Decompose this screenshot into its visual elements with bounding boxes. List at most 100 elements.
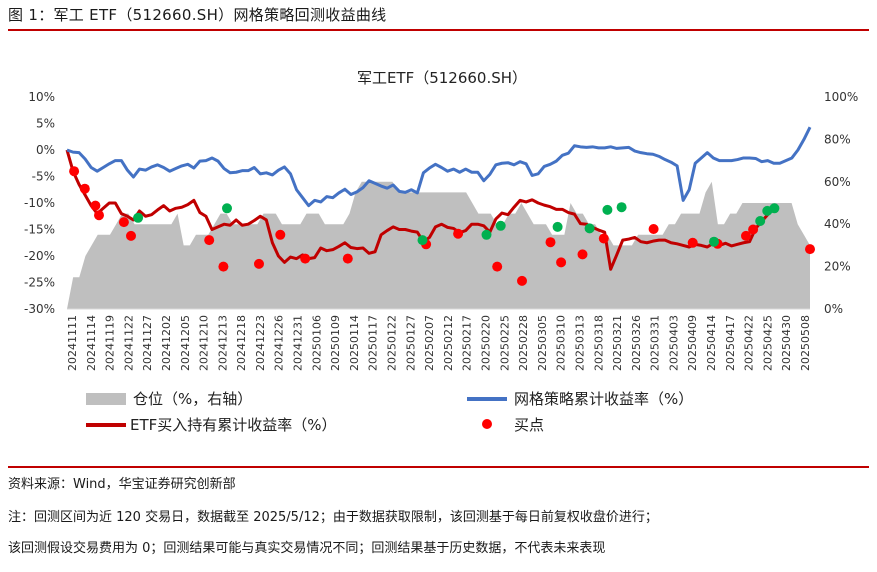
x-tick-label: 20250508 <box>799 315 812 371</box>
x-tick-label: 20250106 <box>310 315 323 371</box>
x-tick-label: 20241119 <box>104 315 117 371</box>
buy-point <box>687 237 698 248</box>
x-tick-label: 20250331 <box>649 315 662 371</box>
x-tick-label: 20241202 <box>160 315 173 371</box>
position-area-layer <box>67 181 810 309</box>
y-left-tick-label: 0% <box>36 143 55 157</box>
y-right-tick-label: 60% <box>824 175 851 189</box>
legend-swatch-position <box>86 393 126 405</box>
x-tick-label: 20250217 <box>461 315 474 371</box>
bottom-rule <box>8 466 869 468</box>
x-tick-label: 20250321 <box>611 315 624 371</box>
buy-point <box>275 229 286 240</box>
x-tick-label: 20241231 <box>292 315 305 371</box>
buy-point <box>218 261 229 272</box>
y-left-tick-label: -5% <box>32 170 55 184</box>
x-tick-label: 20250127 <box>404 315 417 371</box>
buy-point <box>300 253 311 264</box>
buy-point <box>517 275 527 286</box>
x-tick-label: 20241205 <box>179 315 192 371</box>
x-tick-label: 20241114 <box>85 315 98 371</box>
x-tick-label: 20250228 <box>517 315 530 371</box>
x-tick-label: 20250212 <box>442 315 455 371</box>
buy-point <box>492 261 503 272</box>
buy-point <box>118 217 129 228</box>
sell-point <box>709 236 719 247</box>
buy-point <box>126 230 136 241</box>
buy-point <box>90 200 101 211</box>
legend-label-buy: 买点 <box>514 416 544 434</box>
buy-point <box>94 210 104 221</box>
y-right-tick-label: 40% <box>824 217 851 231</box>
y-right-tick-label: 100% <box>824 90 858 104</box>
axis-layer: 10% 5% 0% -5% -10% -15% -20% -25% -30% 100% 80% 60%… <box>24 90 858 371</box>
buy-point <box>577 249 588 260</box>
point-layer <box>69 166 815 286</box>
sell-point <box>222 203 232 214</box>
y-left-tick-label: -25% <box>24 276 55 290</box>
legend: 仓位（%，右轴） 网格策略累计收益率（%） ETF买入持有累计收益率（%） 买点 <box>86 390 693 434</box>
top-rule <box>8 29 869 31</box>
sell-point <box>552 221 563 232</box>
buy-point <box>598 233 609 244</box>
buy-point <box>648 224 659 234</box>
y-left-tick-label: -10% <box>24 196 55 210</box>
sell-point <box>133 212 144 223</box>
x-tick-label: 20250409 <box>686 315 699 371</box>
y-right-tick-label: 80% <box>824 132 851 146</box>
x-tick-label: 20250417 <box>724 315 737 371</box>
x-tick-label: 20241218 <box>235 315 248 371</box>
x-tick-label: 20250403 <box>667 315 680 371</box>
legend-label-position: 仓位（%，右轴） <box>133 390 252 408</box>
y-right-tick-label: 20% <box>824 260 851 274</box>
x-tick-label: 20250414 <box>705 315 718 371</box>
sell-point <box>481 229 492 240</box>
buy-point <box>556 257 567 268</box>
buy-point <box>453 228 464 239</box>
x-tick-label: 20241122 <box>122 315 135 371</box>
chart-svg: 军工ETF（512660.SH） 10% 5% 0% -5% -10% -15% -20% -… <box>24 69 858 434</box>
x-tick-label: 20250422 <box>743 315 756 371</box>
buy-point <box>805 244 815 255</box>
x-tick-label: 20241111 <box>66 315 79 371</box>
buy-point <box>204 235 215 246</box>
buy-point <box>69 166 80 177</box>
x-tick-label: 20241210 <box>198 315 211 371</box>
sell-point <box>755 216 766 226</box>
x-tick-label: 20250220 <box>480 315 493 371</box>
y-left-tick-label: -30% <box>24 302 55 316</box>
position-area <box>67 181 810 309</box>
x-tick-label: 20250207 <box>423 315 436 371</box>
y-left-tick-label: -15% <box>24 223 55 237</box>
x-tick-label: 20250313 <box>574 315 587 371</box>
legend-label-etf: ETF买入持有累计收益率（%） <box>130 416 337 434</box>
sell-point <box>602 204 613 215</box>
x-tick-label: 20250109 <box>329 315 342 371</box>
x-tick-label: 20250318 <box>592 315 605 371</box>
buy-point <box>342 253 353 264</box>
x-tick-label: 20250326 <box>630 315 643 371</box>
x-tick-label: 20241127 <box>141 315 154 371</box>
buy-point <box>741 230 751 241</box>
x-tick-label: 20250117 <box>367 315 380 371</box>
sell-point <box>769 203 780 214</box>
legend-label-grid: 网格策略累计收益率（%） <box>514 390 693 408</box>
y-right-tick-label: 0% <box>824 302 843 316</box>
sell-point <box>584 223 595 234</box>
note-line-1: 注：回测区间为近 120 交易日，数据截至 2025/5/12；由于数据获取限制… <box>8 510 658 525</box>
sell-point <box>417 235 428 246</box>
y-left-tick-label: -20% <box>24 249 55 263</box>
x-tick-label: 20250310 <box>555 315 568 371</box>
y-left-tick-label: 10% <box>28 90 55 104</box>
x-tick-label: 20250114 <box>348 315 361 371</box>
chart-title: 军工ETF（512660.SH） <box>357 69 527 87</box>
note-line-2: 该回测假设交易费用为 0；回测结果可能与真实交易情况不同；回测结果基于历史数据，… <box>8 541 606 556</box>
x-tick-label: 20241226 <box>273 315 286 371</box>
sell-point <box>495 220 506 231</box>
buy-point <box>79 183 90 194</box>
chart-area: 军工ETF（512660.SH） 10% 5% 0% -5% -10% -15% -20% -… <box>0 31 877 465</box>
x-tick-label: 20250425 <box>761 315 774 371</box>
x-tick-label: 20250225 <box>498 315 511 371</box>
y-left-tick-label: 5% <box>36 117 55 131</box>
grid-strategy-line <box>66 126 812 208</box>
